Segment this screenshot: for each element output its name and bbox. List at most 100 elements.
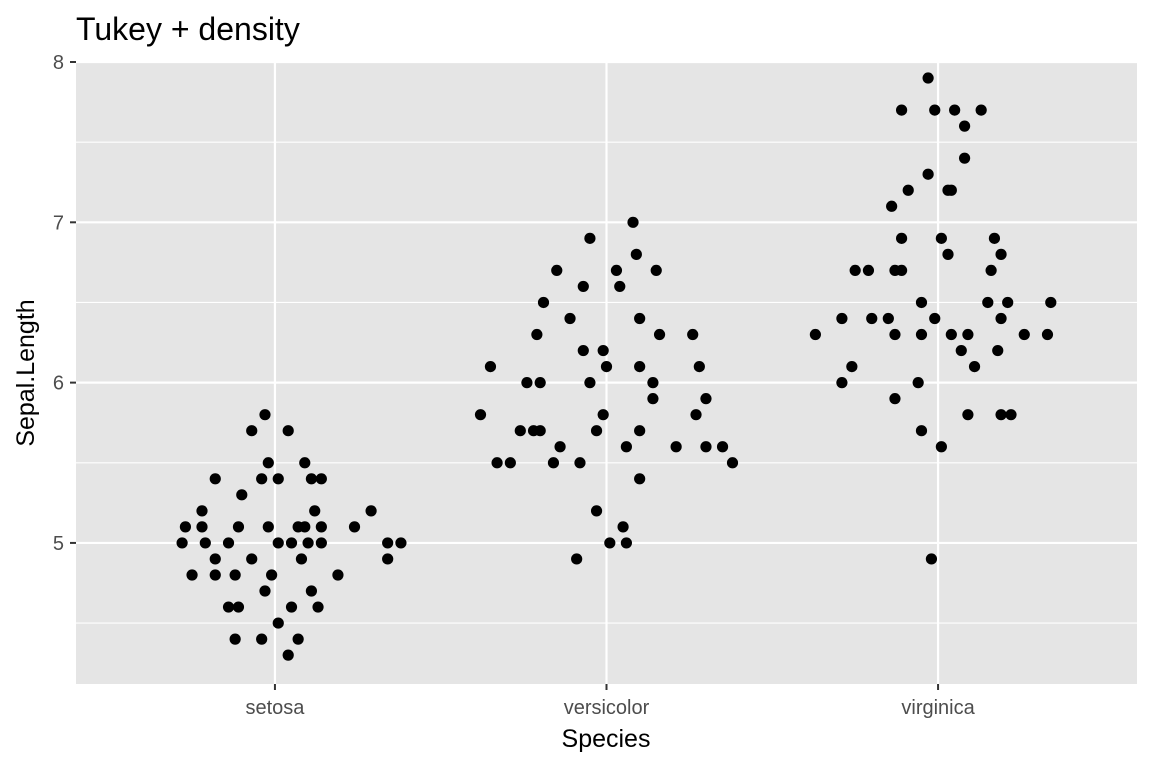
- data-point: [246, 553, 258, 565]
- data-point: [571, 553, 583, 565]
- data-point: [995, 409, 1007, 421]
- data-point: [597, 409, 609, 421]
- data-point: [634, 425, 646, 437]
- data-point: [995, 248, 1007, 260]
- data-point: [229, 633, 241, 645]
- data-point: [968, 360, 981, 373]
- data-point: [256, 473, 268, 485]
- data-point: [382, 537, 394, 549]
- data-point: [912, 377, 924, 389]
- data-point: [584, 377, 596, 389]
- data-point: [199, 537, 211, 549]
- data-point: [929, 312, 941, 325]
- data-point: [504, 457, 516, 469]
- data-point: [610, 264, 623, 277]
- data-point: [382, 553, 394, 565]
- data-point: [262, 457, 274, 469]
- data-point: [922, 168, 934, 180]
- data-point: [285, 537, 298, 549]
- data-point: [299, 521, 311, 533]
- data-point: [693, 360, 705, 373]
- data-point: [537, 296, 550, 309]
- data-point: [958, 120, 971, 132]
- data-point: [945, 328, 957, 341]
- data-point: [348, 521, 361, 533]
- data-point: [915, 328, 928, 341]
- x-axis: setosa versicolor virginica: [245, 684, 976, 719]
- data-point: [256, 633, 268, 645]
- data-point: [1018, 328, 1030, 341]
- data-point: [259, 409, 271, 421]
- data-point: [614, 280, 626, 293]
- data-point: [196, 521, 208, 533]
- data-point: [295, 553, 308, 565]
- data-point: [995, 312, 1007, 325]
- data-point: [315, 521, 327, 533]
- data-point: [620, 441, 632, 453]
- data-point: [176, 537, 188, 549]
- data-point: [491, 457, 503, 469]
- data-point: [1002, 296, 1014, 309]
- data-point: [634, 360, 646, 373]
- data-point: [650, 264, 662, 277]
- data-point: [259, 585, 271, 597]
- data-point: [305, 473, 318, 485]
- data-point: [365, 505, 377, 517]
- data-point: [670, 441, 682, 453]
- data-point: [590, 425, 603, 437]
- data-point: [564, 312, 576, 325]
- data-point: [849, 264, 861, 277]
- data-point: [282, 649, 294, 661]
- x-tick-label: virginica: [901, 697, 975, 719]
- data-point: [962, 328, 974, 341]
- data-point: [229, 569, 241, 581]
- data-point: [209, 569, 221, 581]
- y-tick-label: 7: [53, 212, 64, 234]
- data-point: [186, 569, 198, 581]
- data-point: [272, 617, 284, 629]
- y-tick-label: 8: [53, 52, 64, 74]
- data-point: [620, 537, 632, 549]
- data-point: [531, 328, 543, 341]
- data-point: [992, 344, 1004, 357]
- data-point: [584, 232, 596, 244]
- data-point: [647, 377, 659, 389]
- data-point: [945, 184, 957, 196]
- data-point: [272, 473, 284, 485]
- data-point: [246, 425, 258, 437]
- data-point: [521, 377, 533, 389]
- data-point: [866, 312, 878, 325]
- data-point: [922, 72, 934, 84]
- data-point: [474, 409, 487, 421]
- data-point: [886, 200, 898, 212]
- data-point: [895, 104, 908, 116]
- data-point: [955, 344, 967, 357]
- data-point: [634, 473, 646, 485]
- data-point: [309, 505, 321, 517]
- data-point: [305, 585, 318, 597]
- data-point: [700, 441, 712, 453]
- data-point: [895, 232, 908, 244]
- data-point: [1041, 328, 1054, 341]
- data-point: [574, 457, 586, 469]
- x-tick-label: versicolor: [564, 697, 650, 719]
- data-point: [687, 328, 699, 341]
- data-point: [302, 537, 314, 549]
- data-point: [262, 521, 274, 533]
- data-point: [222, 537, 235, 549]
- data-point: [315, 473, 327, 485]
- data-point: [222, 601, 235, 613]
- data-point: [958, 152, 971, 164]
- data-point: [846, 360, 858, 373]
- data-point: [551, 264, 563, 277]
- data-point: [299, 457, 311, 469]
- data-point: [627, 216, 639, 228]
- data-point: [889, 328, 901, 341]
- data-point: [236, 489, 248, 501]
- data-point: [282, 425, 294, 437]
- data-point: [935, 232, 947, 244]
- data-point: [196, 505, 208, 517]
- data-point: [726, 457, 739, 469]
- data-point: [915, 296, 928, 309]
